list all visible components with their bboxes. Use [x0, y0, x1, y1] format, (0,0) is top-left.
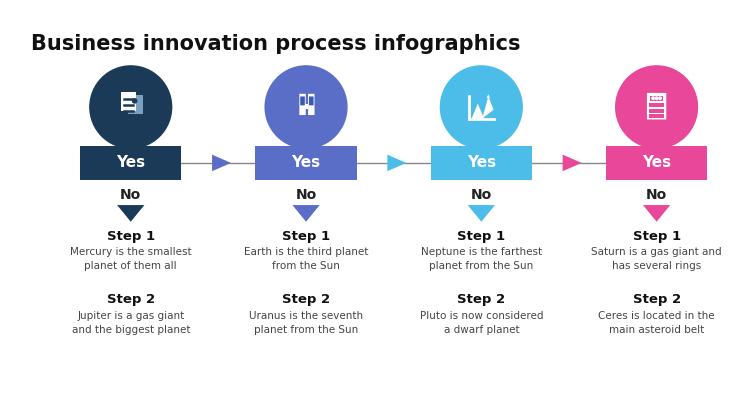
Text: No: No — [646, 188, 667, 203]
FancyBboxPatch shape — [306, 104, 309, 109]
Text: Step 2: Step 2 — [633, 293, 681, 306]
FancyBboxPatch shape — [650, 109, 654, 113]
Text: Yes: Yes — [116, 156, 145, 171]
Polygon shape — [468, 205, 495, 222]
Text: Step 2: Step 2 — [457, 293, 505, 306]
FancyBboxPatch shape — [654, 114, 659, 119]
Text: No: No — [471, 188, 492, 203]
FancyBboxPatch shape — [80, 146, 181, 180]
Text: Step 2: Step 2 — [282, 293, 330, 306]
Circle shape — [132, 99, 137, 103]
FancyBboxPatch shape — [309, 97, 314, 105]
Text: Step 1: Step 1 — [282, 230, 330, 243]
FancyBboxPatch shape — [606, 146, 707, 180]
Text: Saturn is a gas giant and
has several rings: Saturn is a gas giant and has several ri… — [591, 247, 722, 271]
Text: Neptune is the farthest
planet from the Sun: Neptune is the farthest planet from the … — [421, 247, 542, 271]
Text: Yes: Yes — [292, 156, 320, 171]
Text: Earth is the third planet
from the Sun: Earth is the third planet from the Sun — [244, 247, 369, 271]
FancyBboxPatch shape — [647, 93, 666, 119]
Text: Yes: Yes — [467, 156, 496, 171]
FancyBboxPatch shape — [654, 109, 659, 113]
Text: Step 2: Step 2 — [107, 293, 155, 306]
FancyBboxPatch shape — [255, 146, 357, 180]
FancyBboxPatch shape — [659, 103, 664, 107]
Polygon shape — [387, 155, 406, 171]
FancyBboxPatch shape — [659, 109, 664, 113]
Polygon shape — [487, 94, 490, 98]
Circle shape — [659, 97, 662, 99]
Circle shape — [616, 66, 698, 148]
Text: Step 1: Step 1 — [107, 230, 155, 243]
Text: Step 1: Step 1 — [633, 230, 681, 243]
Circle shape — [90, 66, 172, 148]
Text: No: No — [295, 188, 317, 203]
Polygon shape — [471, 104, 484, 119]
Circle shape — [265, 66, 347, 148]
FancyBboxPatch shape — [650, 114, 654, 119]
FancyBboxPatch shape — [121, 92, 136, 111]
FancyBboxPatch shape — [650, 103, 654, 107]
Text: Ceres is located in the
main asteroid belt: Ceres is located in the main asteroid be… — [599, 311, 715, 335]
Text: Jupiter is a gas giant
and the biggest planet: Jupiter is a gas giant and the biggest p… — [72, 311, 190, 335]
FancyBboxPatch shape — [300, 94, 306, 115]
Text: No: No — [120, 188, 141, 203]
Polygon shape — [562, 155, 582, 171]
Text: Business innovation process infographics: Business innovation process infographics — [31, 34, 521, 54]
Circle shape — [656, 97, 658, 99]
Text: Uranus is the seventh
planet from the Sun: Uranus is the seventh planet from the Su… — [249, 311, 363, 335]
Text: Mercury is the smallest
planet of them all: Mercury is the smallest planet of them a… — [70, 247, 192, 271]
Polygon shape — [117, 205, 144, 222]
Polygon shape — [482, 97, 494, 119]
Circle shape — [652, 97, 654, 99]
Text: Pluto is now considered
a dwarf planet: Pluto is now considered a dwarf planet — [420, 311, 543, 335]
FancyBboxPatch shape — [431, 146, 532, 180]
Circle shape — [440, 66, 522, 148]
Text: Yes: Yes — [642, 156, 671, 171]
FancyBboxPatch shape — [650, 96, 663, 101]
Polygon shape — [643, 205, 670, 222]
FancyBboxPatch shape — [659, 114, 664, 119]
FancyBboxPatch shape — [308, 94, 314, 115]
FancyBboxPatch shape — [654, 103, 659, 107]
Polygon shape — [212, 155, 231, 171]
Polygon shape — [292, 205, 320, 222]
FancyBboxPatch shape — [128, 95, 143, 114]
FancyBboxPatch shape — [300, 97, 305, 105]
Text: Step 1: Step 1 — [457, 230, 505, 243]
